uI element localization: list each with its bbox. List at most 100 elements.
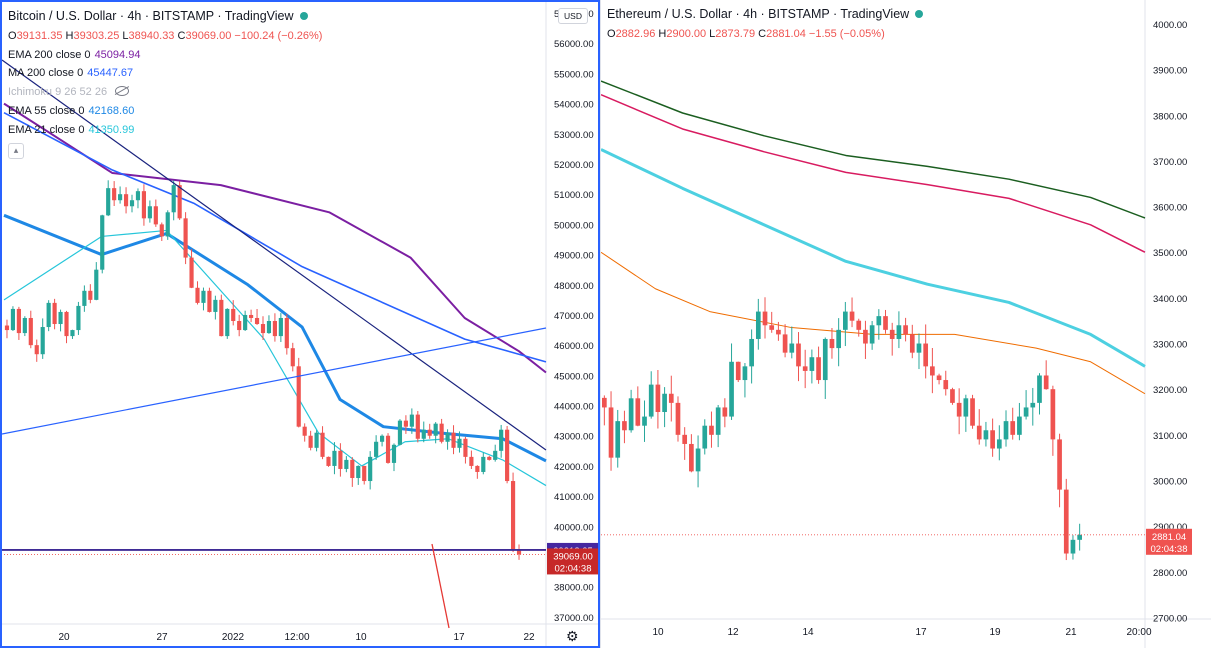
candle-body [702,425,708,449]
y-tick-label: 3600.00 [1153,203,1187,214]
candle-body [332,450,337,466]
eth-open-value: 2882.96 [615,27,656,40]
eth-high-value: 2900.00 [666,27,707,40]
candle-body [950,389,955,403]
candle-body [1043,375,1049,390]
btc-chart-canvas[interactable]: 37000.0038000.0039000.0040000.0041000.00… [2,2,600,648]
candle-body [463,438,468,457]
y-tick-label: 42000.00 [554,462,594,473]
x-tick-label: 12:00 [284,632,309,643]
candle-body [147,206,152,219]
candle-body [278,317,283,337]
candle-body [829,338,835,349]
y-tick-label: 51000.00 [554,190,594,201]
candle-body [189,257,194,288]
btc-chart-pane[interactable]: 37000.0038000.0039000.0040000.0041000.00… [0,0,600,648]
candle-body [1070,539,1076,554]
last-price-tag [547,548,598,575]
candle-body [622,421,627,431]
candle-body [782,334,788,353]
btc-high-value: 39303.25 [73,29,120,42]
candle-body [46,302,51,328]
candle-body [822,338,828,381]
candle-body [40,327,45,355]
candle-body [715,407,721,435]
eth-close-value: 2881.04 [766,27,806,40]
candle-body [909,334,915,353]
y-tick-label: 4000.00 [1153,20,1187,31]
y-tick-label: 3000.00 [1153,476,1187,487]
candle-body [28,317,33,346]
indicator-ma200[interactable]: MA 200 close 0 45447.67 [8,67,134,80]
candle-body [816,357,821,381]
x-tick-label: 14 [802,627,814,638]
btc-ohlc-row: O39131.35 H39303.25 L38940.33 C39069.00 … [8,29,323,42]
candle-body [996,439,1002,449]
eth-countdown-tag-text: 02:04:38 [1151,544,1188,555]
candle-body [237,321,242,331]
eth-legend-title-row: Ethereum / U.S. Dollar · 4h · BITSTAMP ·… [607,5,924,25]
eth-last-price-tag-text: 2881.04 [1152,532,1186,543]
btc-symbol-title[interactable]: Bitcoin / U.S. Dollar · 4h · BITSTAMP · … [8,9,294,23]
candle-body [165,212,170,237]
x-tick-label: 20:00 [1126,627,1151,638]
candle-body [1037,375,1042,403]
indicator-ema200[interactable]: EMA 200 close 0 45094.94 [8,48,141,61]
indicator-ema21[interactable]: EMA 21 close 0 41350.99 [8,123,135,136]
trendline-ascending [2,327,547,435]
candle-body [481,456,486,472]
x-tick-label: 22 [523,632,535,643]
currency-selector[interactable]: USD [558,8,588,24]
eth-chart-canvas[interactable]: 2700.00 2800.00 2900.00 3000.00 3100.00 3200.… [601,0,1211,648]
candle-body [856,320,862,330]
y-tick-label: 3800.00 [1153,111,1187,122]
indicator-ichimoku[interactable]: Ichimoku 9 26 52 26 [8,83,322,102]
candle-body [129,200,135,207]
candle-body [94,269,99,300]
btc-change-value: −100.24 (−0.26%) [234,29,323,42]
y-tick-label: 37000.00 [554,613,594,624]
y-tick-label: 50000.00 [554,220,594,231]
ma200-value: 45447.67 [87,67,134,80]
indicator-ema55[interactable]: EMA 55 close 0 42168.60 [8,104,135,117]
x-tick-label: 12 [727,627,739,638]
y-tick-label: 45000.00 [554,371,594,382]
candle-body [789,343,795,353]
candle-body [755,311,761,339]
candle-body [896,325,902,339]
candle-body [421,429,426,439]
x-tick-label: 17 [453,632,465,643]
gear-icon[interactable]: ⚙ [566,628,579,644]
y-tick-label: 56000.00 [554,39,594,50]
candle-body [889,329,895,339]
candle-body [863,329,868,344]
candle-body [213,299,218,312]
candle-body [1030,402,1036,408]
y-tick-label: 47000.00 [554,311,594,322]
candle-body [326,456,331,466]
y-tick-label: 2700.00 [1153,613,1187,624]
candle-body [231,308,236,321]
market-open-status-icon [299,12,308,20]
y-tick-label: 48000.00 [554,281,594,292]
candle-body [338,450,343,469]
ma-line-3 [601,148,1146,368]
candle-body [742,366,748,381]
candle-body [433,423,438,436]
ema200-value: 45094.94 [94,48,141,61]
y-tick-label: 3700.00 [1153,157,1187,168]
ma-line-2 [3,111,547,363]
x-tick-label: 20 [58,632,70,643]
candle-body [963,398,969,417]
candle-body [439,423,444,442]
candle-body [642,416,647,426]
chevron-up-icon[interactable]: ▴ [8,142,24,159]
candle-body [976,425,982,440]
hidden-eye-icon[interactable] [115,86,130,97]
y-tick-label: 44000.00 [554,402,594,413]
candle-body [615,421,621,458]
eth-symbol-title[interactable]: Ethereum / U.S. Dollar · 4h · BITSTAMP ·… [607,7,910,21]
countdown-tag-text: 02:04:38 [555,563,592,574]
candle-body [762,311,768,326]
eth-chart-pane[interactable]: 2700.00 2800.00 2900.00 3000.00 3100.00 3200.… [600,0,1211,648]
